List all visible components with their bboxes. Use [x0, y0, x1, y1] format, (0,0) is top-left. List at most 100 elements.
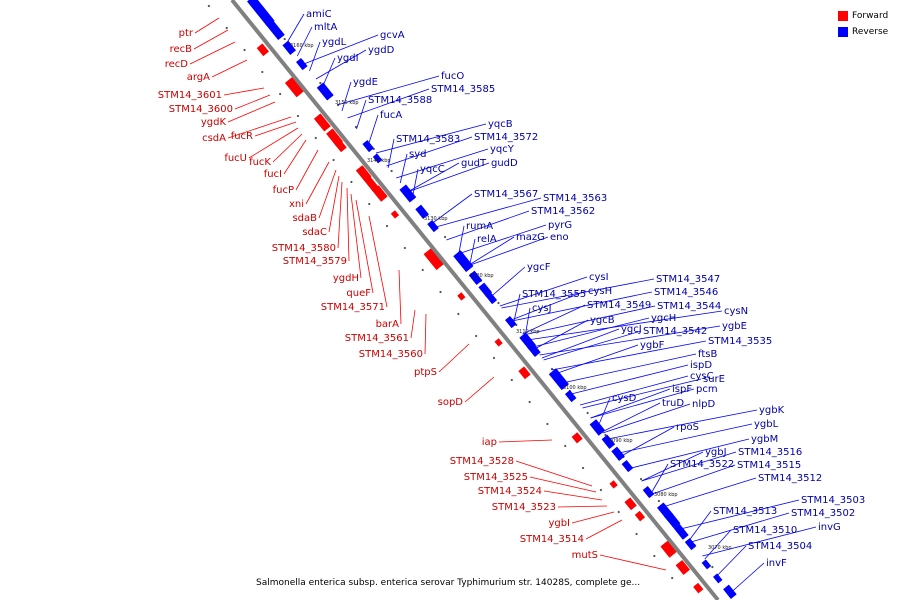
reverse-leader [499, 276, 588, 307]
reverse-gene-label: ygdL [322, 37, 347, 48]
guide-dot [457, 312, 460, 316]
reverse-leader [527, 310, 723, 341]
forward-leader [295, 149, 319, 191]
forward-leader [227, 101, 276, 123]
reverse-leader [717, 545, 747, 576]
reverse-gene [282, 40, 297, 56]
forward-gene-label: barA [376, 319, 400, 330]
reverse-gene [372, 153, 383, 164]
forward-leader [350, 193, 362, 279]
reverse-gene-label: ygdD [368, 45, 395, 56]
reverse-gene [485, 291, 498, 305]
reverse-gene-label: fucA [380, 110, 402, 121]
reverse-gene-label: STM14_3546 [654, 287, 718, 298]
reverse-gene-label: STM14_3547 [656, 274, 720, 285]
forward-gene-label: STM14_3601 [158, 90, 222, 101]
forward-leader [227, 116, 292, 139]
guide-dot [546, 422, 549, 426]
reverse-leader [336, 75, 440, 106]
reverse-leader [523, 305, 656, 336]
reverse-gene-label: STM14_3562 [531, 206, 595, 217]
forward-gene-label: ptr [179, 28, 194, 39]
reverse-leader [543, 330, 642, 361]
reverse-gene [673, 523, 689, 540]
legend-forward: Forward [838, 8, 888, 24]
forward-gene-label: ygdH [333, 273, 359, 284]
forward-gene-label: ptpS [414, 367, 437, 378]
legend-forward-label: Forward [852, 11, 889, 21]
kbp-ticks: 3160 kbp 3150 kbp 3140 kbp 3130 kbp 3120 kbp… [290, 43, 732, 551]
forward-leader [193, 29, 229, 50]
guide-dot [599, 488, 603, 492]
guide-dot [261, 70, 264, 74]
reverse-leader [386, 136, 473, 167]
guide-dot [635, 532, 638, 536]
forward-leader [515, 460, 593, 487]
reverse-gene [295, 57, 308, 71]
forward-gene [693, 582, 704, 594]
guide-dot [492, 356, 496, 360]
reverse-leader [582, 378, 702, 409]
reverse-gene [415, 204, 429, 220]
forward-leader [571, 511, 615, 524]
forward-gene [390, 210, 400, 219]
reverse-gene-label: ygcB [590, 315, 615, 326]
reverse-gene-label: invF [766, 558, 787, 569]
reverse-leader [618, 423, 753, 454]
reverse-gene-label: syd [409, 149, 426, 160]
reverse-gene [504, 315, 517, 329]
reverse-gene-label: ygcF [527, 262, 551, 273]
forward-gene [624, 497, 637, 511]
reverse-gene-label: STM14_3544 [657, 301, 721, 312]
guide-dot [586, 411, 589, 415]
reverse-leader [597, 397, 611, 428]
reverse-leader [286, 13, 305, 44]
forward-gene-label: fucU [224, 153, 247, 164]
reverse-leader [522, 304, 586, 335]
forward-gene-label: recB [170, 44, 193, 55]
kbp-tick-label: 3090 kbp [609, 438, 633, 444]
guide-dot [296, 114, 300, 118]
reverse-gene-label: nlpD [692, 399, 715, 410]
guide-dot [225, 26, 228, 30]
forward-gene-label: sdaC [302, 227, 327, 238]
reverse-gene [701, 559, 712, 570]
reverse-gene-label: yqcB [488, 119, 513, 130]
legend-reverse-label: Reverse [852, 27, 889, 37]
reverse-gene [526, 342, 541, 358]
forward-gene-label: STM14_3600 [169, 104, 233, 115]
reverse-leader [491, 266, 526, 297]
reverse-leader [297, 26, 313, 57]
guide-dot [604, 433, 607, 437]
reverse-gene-label: mazG [516, 232, 545, 243]
reverse-leader [702, 526, 817, 557]
guide-dot [283, 37, 286, 41]
reverse-leader [579, 375, 689, 406]
guide-dot [711, 565, 714, 569]
reverse-leader [602, 403, 691, 434]
reverse-leader [562, 353, 697, 384]
guide-dot [332, 158, 335, 162]
reverse-leader [532, 317, 650, 348]
reverse-gene [564, 389, 577, 403]
reverse-gene [399, 184, 417, 203]
guide-dot [243, 48, 246, 52]
reverse-gene [589, 419, 606, 436]
forward-leader [211, 59, 248, 78]
forward-leader [223, 87, 265, 96]
genome-caption: Salmonella enterica subsp. enterica sero… [256, 578, 641, 588]
forward-gene [571, 432, 583, 444]
reverse-leader [501, 278, 655, 309]
reverse-leader [539, 325, 721, 356]
reverse-gene-label: fucO [441, 71, 464, 82]
kbp-tick-label: 3100 kbp [563, 385, 587, 391]
forward-leader [248, 127, 299, 159]
reverse-gene-label: invG [818, 522, 841, 533]
reverse-leader [407, 162, 490, 193]
forward-gene [355, 165, 372, 182]
leader-lines [189, 13, 817, 593]
guide-dot [657, 499, 661, 503]
reverse-gene-label: yqcY [490, 144, 515, 155]
forward-leader [337, 181, 343, 249]
